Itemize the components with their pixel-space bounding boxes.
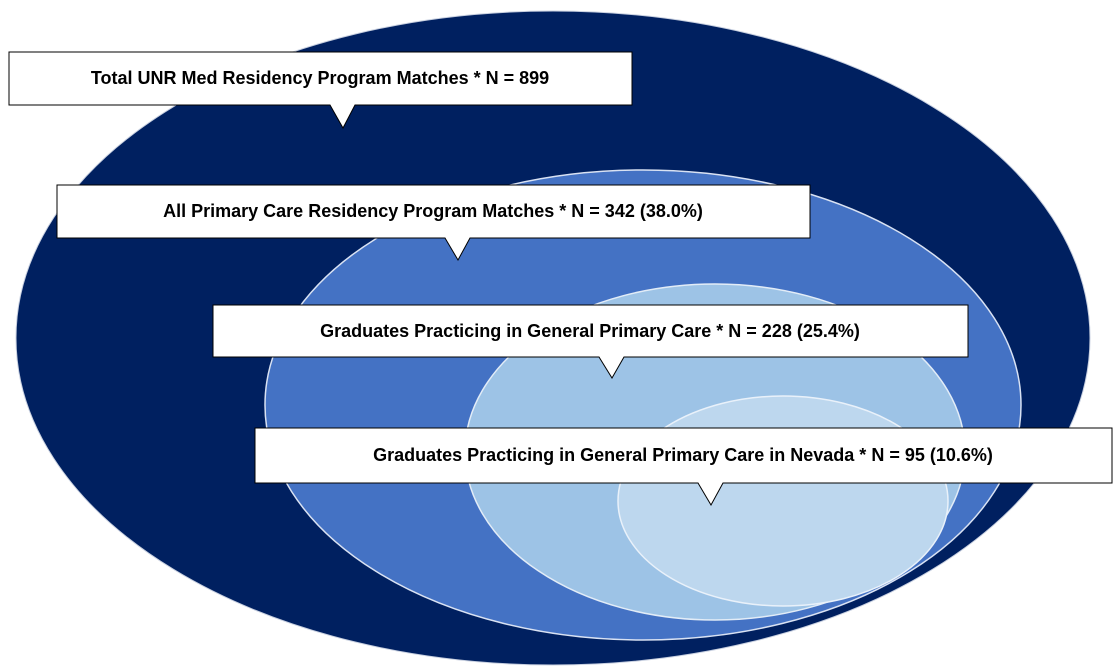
callout-label: Graduates Practicing in General Primary … xyxy=(320,321,860,341)
callout: All Primary Care Residency Program Match… xyxy=(56,184,811,262)
callout-box xyxy=(212,304,969,379)
callout: Graduates Practicing in General Primary … xyxy=(254,427,1113,507)
callout-label: Total UNR Med Residency Program Matches … xyxy=(91,68,549,88)
callout-box xyxy=(8,51,633,130)
callout-label: All Primary Care Residency Program Match… xyxy=(163,201,703,221)
callout-box xyxy=(254,427,1113,507)
callout-box xyxy=(56,184,811,262)
callout-label: Graduates Practicing in General Primary … xyxy=(373,445,993,465)
callout: Graduates Practicing in General Primary … xyxy=(212,304,969,379)
callout: Total UNR Med Residency Program Matches … xyxy=(8,51,633,130)
